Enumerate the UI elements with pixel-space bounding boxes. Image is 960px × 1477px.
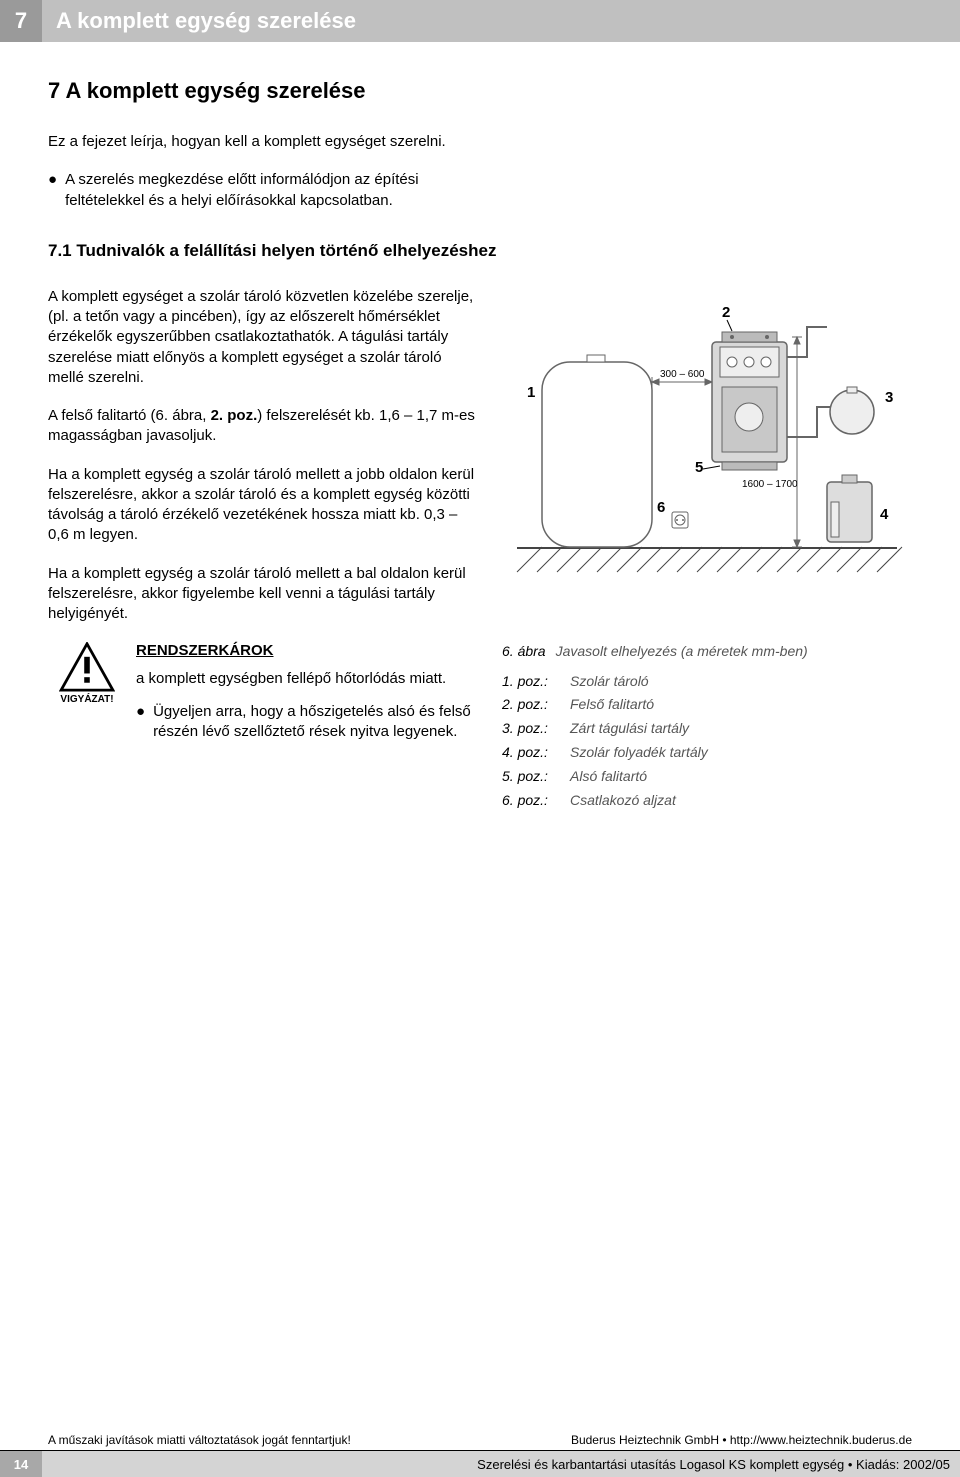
figure-legend: 6. ábra Javasolt elhelyezés (a méretek m…	[502, 640, 912, 813]
intro-bullet-text: A szerelés megkezdése előtt informálódjo…	[65, 170, 478, 211]
warning-icon-cell: VIGYÁZAT!	[48, 642, 126, 742]
legend-caption-key: 6. ábra	[502, 640, 546, 664]
page-header: 7 A komplett egység szerelése	[0, 0, 960, 42]
legend-key: 5. poz.:	[502, 765, 562, 789]
callout-3: 3	[885, 389, 893, 406]
warning-box: VIGYÁZAT! RENDSZERKÁROK a komplett egysé…	[48, 642, 478, 742]
header-page-number: 7	[0, 0, 42, 42]
paragraph-3: Ha a komplett egység a szolár tároló mel…	[48, 465, 478, 546]
right-column: 1 300 – 600 2	[502, 287, 912, 813]
legend-val: Alsó falitartó	[570, 765, 647, 789]
warning-heading: RENDSZERKÁROK	[136, 642, 478, 659]
legend-row: 2. poz.: Felső falitartó	[502, 693, 912, 717]
footer-page-number: 14	[0, 1451, 42, 1477]
legend-val: Szolár tároló	[570, 670, 649, 694]
footer-bottom: 14 Szerelési és karbantartási utasítás L…	[0, 1451, 960, 1477]
callout-2: 2	[722, 304, 730, 321]
two-column-layout: A komplett egységet a szolár tároló közv…	[48, 287, 912, 813]
legend-key: 4. poz.:	[502, 741, 562, 765]
footer-doc-title: Szerelési és karbantartási utasítás Loga…	[42, 1451, 960, 1477]
legend-val: Zárt tágulási tartály	[570, 717, 689, 741]
bullet-icon: ●	[136, 702, 145, 743]
dim-300-600: 300 – 600	[660, 369, 705, 380]
paragraph-2: A felső falitartó (6. ábra, 2. poz.) fel…	[48, 406, 478, 447]
intro-paragraph: Ez a fejezet leírja, hogyan kell a kompl…	[48, 132, 478, 152]
warning-text: a komplett egységben fellépő hőtorlódás …	[136, 669, 478, 689]
legend-row: 5. poz.: Alsó falitartó	[502, 765, 912, 789]
footer-left-text: A műszaki javítások miatti változtatások…	[48, 1433, 351, 1447]
legend-val: Felső falitartó	[570, 693, 654, 717]
warning-triangle-icon	[59, 642, 115, 692]
paragraph-4: Ha a komplett egység a szolár tároló mel…	[48, 564, 478, 625]
dim-1600-1700: 1600 – 1700	[742, 479, 798, 490]
legend-key: 1. poz.:	[502, 670, 562, 694]
header-title: A komplett egység szerelése	[42, 0, 960, 42]
legend-caption-val: Javasolt elhelyezés (a méretek mm-ben)	[556, 640, 808, 664]
legend-row: 6. poz.: Csatlakozó aljzat	[502, 789, 912, 813]
footer-top: A műszaki javítások miatti változtatások…	[0, 1433, 960, 1451]
warning-body: RENDSZERKÁROK a komplett egységben fellé…	[136, 642, 478, 742]
intro-bullet: ● A szerelés megkezdése előtt informálód…	[48, 170, 478, 211]
callout-6: 6	[657, 499, 665, 516]
left-column: A komplett egységet a szolár tároló közv…	[48, 287, 478, 813]
warning-bullet-text: Ügyeljen arra, hogy a hőszigetelés alsó …	[153, 702, 478, 743]
legend-row: 3. poz.: Zárt tágulási tartály	[502, 717, 912, 741]
callout-1: 1	[527, 384, 535, 401]
legend-val: Szolár folyadék tartály	[570, 741, 708, 765]
legend-key: 2. poz.:	[502, 693, 562, 717]
legend-row: 1. poz.: Szolár tároló	[502, 670, 912, 694]
warning-label: VIGYÁZAT!	[60, 694, 113, 705]
installation-diagram: 1 300 – 600 2	[502, 287, 912, 587]
legend-row: 4. poz.: Szolár folyadék tartály	[502, 741, 912, 765]
legend-key: 6. poz.:	[502, 789, 562, 813]
bullet-icon: ●	[48, 170, 57, 211]
callout-4: 4	[880, 506, 889, 523]
page-footer: A műszaki javítások miatti változtatások…	[0, 1433, 960, 1477]
paragraph-1: A komplett egységet a szolár tároló közv…	[48, 287, 478, 388]
legend-val: Csatlakozó aljzat	[570, 789, 676, 813]
subsection-title: 7.1 Tudnivalók a felállítási helyen tört…	[48, 241, 912, 261]
footer-right-text: Buderus Heiztechnik GmbH • http://www.he…	[571, 1433, 912, 1447]
section-title: 7 A komplett egység szerelése	[48, 78, 912, 104]
legend-key: 3. poz.:	[502, 717, 562, 741]
warning-bullet: ● Ügyeljen arra, hogy a hőszigetelés als…	[136, 702, 478, 743]
content-area: 7 A komplett egység szerelése Ez a fejez…	[0, 42, 960, 812]
callout-5: 5	[695, 459, 703, 476]
legend-caption: 6. ábra Javasolt elhelyezés (a méretek m…	[502, 640, 912, 664]
